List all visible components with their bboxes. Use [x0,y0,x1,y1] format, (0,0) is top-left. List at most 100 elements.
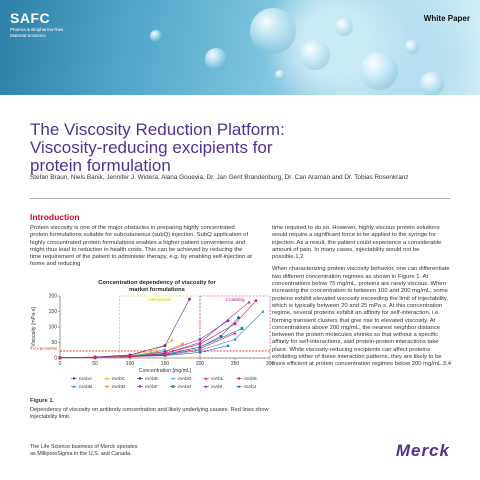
water-drop-image [405,40,419,54]
author-list: Stefan Braun, Niels Banik, Jennifer J. W… [30,174,409,181]
data-point [219,334,223,338]
legend-label: mAbA [79,376,93,382]
region-box [199,295,271,359]
legend-label: mAbJ [244,384,257,390]
x-tick-label: 150 [161,361,170,367]
footer-note: The Life Science business of Merck opera… [30,444,138,457]
legend-label: mAbB [79,384,92,390]
region-label: Interactions [148,297,172,302]
legend-label: mAbC [112,376,126,382]
chart-title: Concentration dependency of viscosity fo… [98,280,216,293]
series-line [59,301,250,358]
brand-logo: SAFC Pharma & Biopharma Raw Material Sol… [10,10,70,39]
data-point [233,322,237,326]
data-point [93,355,97,359]
data-point [138,385,142,388]
x-tick-label: 0 [59,361,62,367]
legend-label: mAbH [178,384,192,390]
data-point [105,377,109,380]
data-point [171,385,175,388]
water-drop-image [300,40,330,70]
legend-label: mAbI [211,384,222,390]
data-point [72,377,76,380]
x-tick-label: 100 [126,361,135,367]
x-tick-label: 50 [92,361,98,367]
legend-label: mAbE [145,376,158,382]
figure-caption: Dependency of viscosity on antibody conc… [30,407,269,420]
data-point [72,385,76,388]
data-point [226,343,230,347]
right-paragraph-1: time required to do so. However, highly … [272,225,442,261]
data-point [163,344,167,347]
data-point [204,385,208,388]
divider [30,198,450,199]
data-point [254,299,258,303]
x-axis-label: Concentration [mg/mL] [139,368,192,374]
x-tick-label: 200 [196,361,205,367]
brand-name: SAFC [10,10,51,26]
data-point [237,316,240,320]
x-tick-label: 300 [266,361,275,367]
water-drop-image [335,18,353,36]
data-point [145,351,150,355]
data-point [163,353,167,357]
water-drop-image [275,70,285,80]
data-point [240,327,244,330]
water-drop-image [250,8,296,54]
right-paragraph-2: When characterizing protein viscosity be… [272,266,451,368]
water-drop-image [150,30,162,42]
intro-paragraph: Protein viscosity is one of the major ob… [30,225,252,268]
document-type: White Paper [423,14,470,23]
data-point [149,349,153,353]
data-point [237,385,241,388]
data-point [198,348,202,352]
series-line [59,300,257,358]
data-point [128,355,132,359]
legend-label: mAbF [145,384,158,390]
data-point [181,342,184,346]
y-tick-label: 50 [51,340,57,346]
right-column: time required to do so. However, highly … [272,225,452,374]
data-point [171,377,175,380]
data-point [198,338,202,341]
brand-subtitle: Pharma & Biopharma Raw Material Solution… [10,27,64,38]
data-point [105,385,109,388]
data-point [261,309,265,313]
data-point [247,300,251,304]
y-tick-label: 150 [49,309,58,315]
viscosity-chart: Interactions Crowding 0 50 100 150 200 0 50 100 15… [30,294,275,390]
page-title: The Viscosity Reduction Platform: Viscos… [30,120,285,176]
merck-logo: Merck [395,441,450,460]
y-axis-label: Viscosity [mPa·s] [31,307,37,347]
region-label: Crowding [225,297,245,302]
y-tick-label: 100 [49,325,58,331]
water-drop-image [360,52,398,90]
data-point [237,377,241,380]
data-point [198,347,202,350]
data-point [233,331,237,335]
data-point [163,347,167,351]
data-point [198,350,202,354]
water-drop-image [205,48,227,70]
legend-label: mAbL [211,376,224,382]
data-point [58,356,62,359]
data-point [204,377,208,380]
section-heading: Introduction [30,212,80,222]
data-point [188,297,191,301]
figure-label: Figure 1. [30,398,55,404]
series-line [59,332,236,358]
legend-label: mAbG [178,376,192,382]
hero-banner: SAFC Pharma & Biopharma Raw Material Sol… [0,0,480,95]
water-drop-image [420,72,444,95]
y-tick-label: 0 [54,356,57,362]
data-point [170,338,174,342]
region-box [119,295,201,359]
data-point [233,337,237,341]
legend-label: mAbK [244,376,258,382]
y-tick-label: 200 [49,294,58,300]
data-point [138,377,142,380]
x-tick-label: 250 [231,361,240,367]
legend-label: mAbD [112,384,126,390]
data-point [198,342,202,346]
limit-label: Limit of injectability [30,345,57,350]
